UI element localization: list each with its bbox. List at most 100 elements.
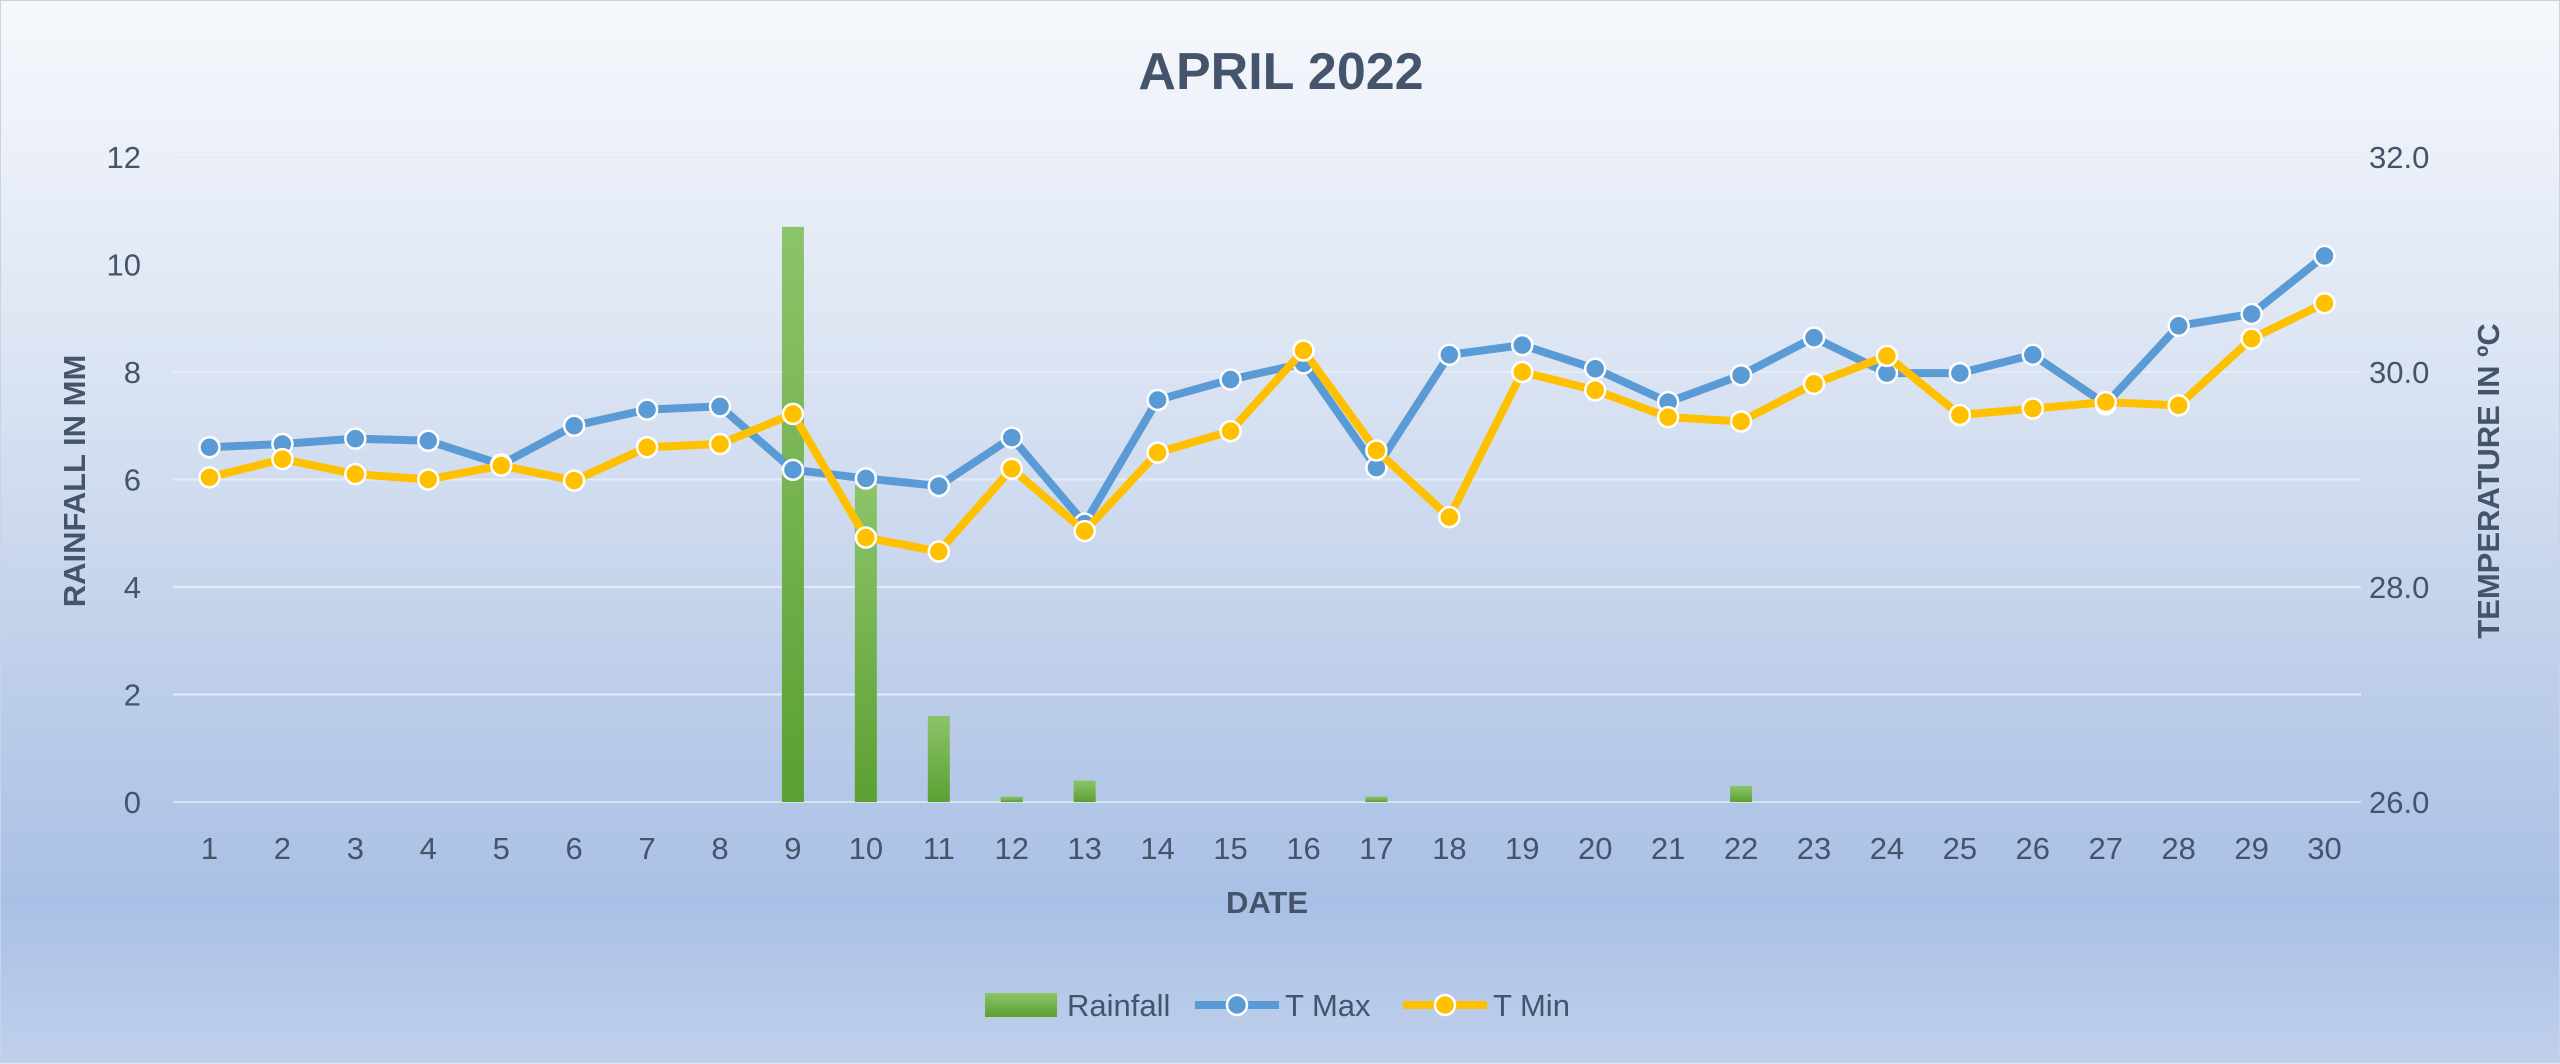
- rainfall-bar: [854, 484, 877, 802]
- x-tick-label: 25: [1943, 831, 1977, 866]
- y-tick-label: 12: [107, 140, 141, 175]
- y2-axis-label: TEMPERATURE IN ºC: [2471, 323, 2506, 639]
- t-min-point: [2167, 394, 2190, 417]
- t-max-point: [781, 458, 805, 482]
- legend-swatch-rainfall: [985, 993, 1057, 1017]
- t-min-point: [2094, 390, 2117, 414]
- t-max-point: [562, 414, 586, 437]
- t-max-point: [854, 467, 878, 490]
- y-axis-ticks: 0 2 4 6 8 10 12: [107, 140, 141, 820]
- x-tick-label: 12: [994, 831, 1028, 866]
- temperature-lines: [198, 244, 2336, 563]
- t-min-point: [344, 462, 367, 486]
- legend-marker-t-min: [1433, 993, 1457, 1017]
- x-tick-label: 18: [1432, 831, 1466, 866]
- x-tick-label: 2: [274, 831, 291, 866]
- rainfall-bar: [1365, 796, 1388, 802]
- y2-tick-label: 28.0: [2369, 570, 2429, 605]
- legend-marker-t-max: [1225, 993, 1249, 1017]
- t-min-point: [781, 402, 805, 426]
- t-max-point: [1146, 388, 1169, 412]
- x-tick-label: 10: [849, 831, 883, 866]
- t-min-point: [489, 454, 513, 477]
- t-min-point: [2021, 397, 2045, 420]
- x-tick-label: 20: [1578, 831, 1612, 866]
- y-tick-label: 0: [124, 785, 141, 820]
- t-min-point: [417, 468, 440, 491]
- x-tick-label: 15: [1213, 831, 1247, 866]
- t-max-point: [1802, 326, 1826, 349]
- y-tick-label: 10: [107, 248, 141, 283]
- rainfall-bar: [1730, 785, 1753, 802]
- t-max-line: [205, 251, 2329, 528]
- y-axis-label: RAINFALL IN MM: [57, 355, 92, 608]
- chart-title: APRIL 2022: [1138, 43, 1423, 101]
- t-max-point: [1948, 361, 1972, 385]
- x-tick-label: 27: [2088, 831, 2122, 866]
- t-min-point: [927, 540, 951, 563]
- t-min-point: [1438, 505, 1461, 529]
- t-min-point: [198, 466, 221, 489]
- t-min-point: [854, 526, 878, 549]
- x-tick-label: 21: [1651, 831, 1685, 866]
- t-max-point: [2313, 244, 2336, 268]
- x-tick-label: 5: [493, 831, 510, 866]
- y-tick-label: 6: [124, 463, 141, 498]
- y2-axis-ticks: 26.0 28.0 30.0 32.0: [2369, 140, 2429, 820]
- x-tick-label: 9: [784, 831, 801, 866]
- t-min-point: [1583, 379, 1607, 402]
- x-tick-label: 19: [1505, 831, 1539, 866]
- x-tick-label: 1: [201, 831, 218, 866]
- t-max-point: [417, 429, 440, 453]
- x-tick-label: 16: [1286, 831, 1320, 866]
- x-axis-ticks: 1 2 3 4 5 6 7 8 9 10 11 12 13 14 15 16 17 18 19 20 21 22 23 24 2…: [201, 831, 2342, 866]
- legend-label-rainfall: Rainfall: [1067, 988, 1170, 1023]
- t-min-point: [1000, 457, 1023, 480]
- y2-tick-label: 26.0: [2369, 785, 2429, 820]
- x-tick-label: 13: [1067, 831, 1101, 866]
- t-min-point: [1729, 410, 1753, 433]
- x-tick-label: 11: [923, 831, 955, 866]
- t-min-point: [635, 436, 659, 459]
- x-tick-label: 3: [347, 831, 364, 866]
- t-min-point: [1073, 519, 1096, 543]
- x-tick-label: 30: [2307, 831, 2341, 866]
- x-tick-label: 7: [638, 831, 655, 866]
- x-tick-label: 8: [711, 831, 728, 866]
- t-min-point: [2240, 327, 2263, 350]
- t-min-point: [271, 447, 294, 471]
- legend: Rainfall T Max T Min: [985, 988, 1570, 1023]
- t-min-point: [1292, 339, 1315, 362]
- y-tick-label: 8: [124, 355, 141, 390]
- t-min-point: [1875, 344, 1899, 368]
- t-max-point: [1583, 357, 1607, 381]
- legend-label-t-max: T Max: [1285, 988, 1371, 1023]
- rainfall-bar: [1073, 780, 1096, 802]
- x-tick-label: 29: [2234, 831, 2268, 866]
- x-tick-label: 17: [1359, 831, 1393, 866]
- gridlines: [173, 156, 2361, 803]
- x-tick-label: 22: [1724, 831, 1758, 866]
- rainfall-bar: [781, 226, 804, 802]
- t-max-point: [2240, 302, 2263, 326]
- t-max-point: [344, 427, 367, 450]
- t-max-point: [1438, 343, 1461, 367]
- x-tick-label: 24: [1870, 831, 1904, 866]
- t-min-point: [1511, 360, 1534, 384]
- rainfall-bar: [927, 716, 950, 802]
- t-min-point: [1948, 403, 1972, 427]
- t-max-point: [927, 474, 951, 498]
- t-min-point: [1219, 419, 1242, 443]
- t-min-line: [205, 299, 2329, 556]
- y2-tick-label: 30.0: [2369, 355, 2429, 390]
- t-max-point: [1219, 368, 1242, 391]
- legend-label-t-min: T Min: [1493, 988, 1570, 1023]
- t-max-point: [1000, 426, 1023, 449]
- x-tick-label: 28: [2161, 831, 2195, 866]
- t-min-point: [1656, 405, 1680, 429]
- t-max-point: [635, 398, 659, 421]
- x-tick-label: 23: [1797, 831, 1831, 866]
- x-tick-label: 6: [566, 831, 583, 866]
- x-tick-label: 26: [2016, 831, 2050, 866]
